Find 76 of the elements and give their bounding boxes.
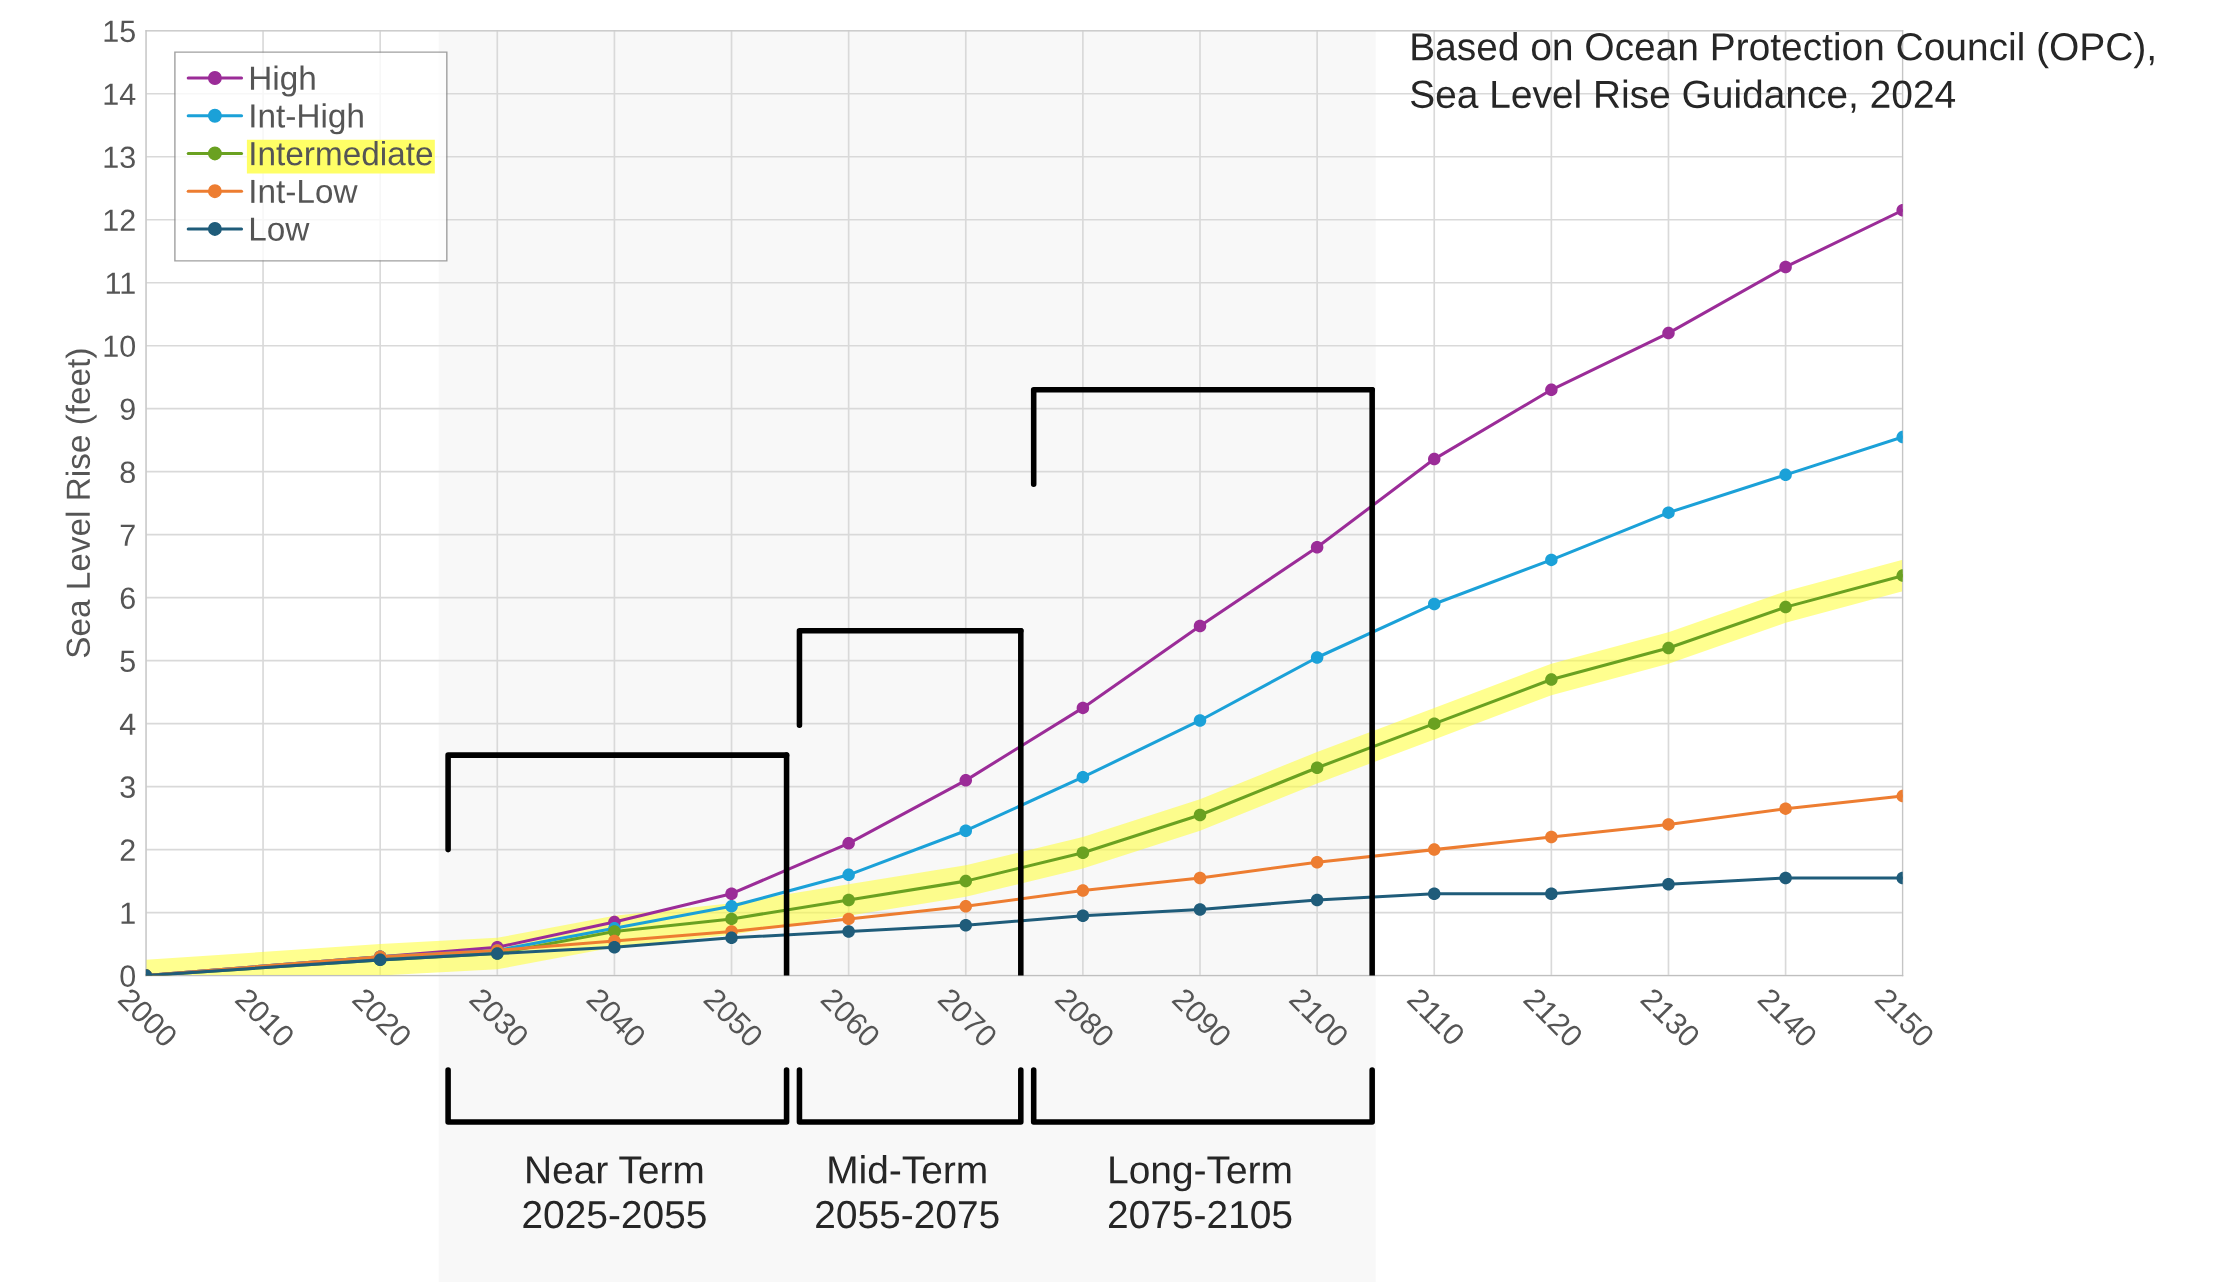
point [959,874,973,888]
point [1662,878,1675,891]
point [1662,506,1675,519]
point [1545,553,1558,567]
point [1076,909,1090,923]
point [1427,717,1441,730]
point [1779,802,1792,815]
point [1779,871,1792,885]
point [1076,846,1090,860]
point [1427,843,1441,856]
y-tick-label: 11 [106,272,135,294]
y-tick-label: 7 [120,524,135,546]
y-axis-title: Sea Level Rise (feet) [65,349,97,658]
point [1662,326,1675,340]
y-tick-label: 4 [119,713,136,735]
point [1662,818,1675,831]
y-tick-label: 12 [104,209,135,231]
legend-label: Low [250,217,310,241]
point [1662,641,1675,655]
point [1427,452,1441,466]
point [1545,673,1558,686]
point [725,912,738,926]
y-tick-label: 6 [120,587,135,610]
point [1779,468,1792,482]
point [1310,855,1324,869]
point [842,912,855,926]
legend-label: Int-Low [251,179,358,204]
point [842,893,855,907]
point [1193,619,1207,633]
point [1545,383,1558,397]
point [842,868,855,882]
y-tick-label: 2 [120,839,135,861]
point [959,774,973,787]
point [959,918,973,932]
band-label: Long-Term 2075-2105 [1108,1156,1292,1229]
legend-label: High [250,65,315,97]
point [1779,600,1792,614]
band-label: Mid-Term 2055-2075 [816,1155,999,1229]
point [1193,714,1207,727]
y-tick-label: 3 [120,776,135,799]
legend-label: Intermediate [251,140,433,166]
point [1310,541,1324,554]
y-tick-label: 9 [120,398,135,421]
point [1427,887,1441,900]
point [1193,871,1207,885]
band-label: Near Term 2025-2055 [523,1156,706,1229]
y-tick-label: 0 [120,965,136,987]
point [725,931,738,945]
point [1427,597,1441,611]
point [1076,884,1090,897]
y-tick-label: 15 [104,20,135,43]
point [1193,903,1207,916]
point [725,887,738,900]
annotation: Based on Ocean Protection Council (OPC), Sea Level Rise Guidance, 2024 [1410,32,2154,113]
point [842,837,855,850]
point [959,900,973,913]
y-tick-label: 8 [120,461,135,484]
point [1310,651,1324,664]
y-tick-label: 10 [104,335,136,358]
y-tick-label: 5 [120,650,135,673]
point [1310,761,1324,774]
point [1193,808,1207,822]
point [959,824,973,837]
point [842,925,855,938]
point [608,941,621,954]
y-tick-label: 1 [121,902,135,924]
y-tick-label: 13 [104,146,135,169]
point [1779,260,1792,274]
point [1076,701,1090,715]
point [725,900,738,913]
y-tick-label: 14 [104,83,136,105]
point [1310,893,1324,907]
point [1076,770,1090,784]
point [1545,830,1558,844]
legend-label: Int-High [251,103,363,135]
point [1545,887,1558,900]
